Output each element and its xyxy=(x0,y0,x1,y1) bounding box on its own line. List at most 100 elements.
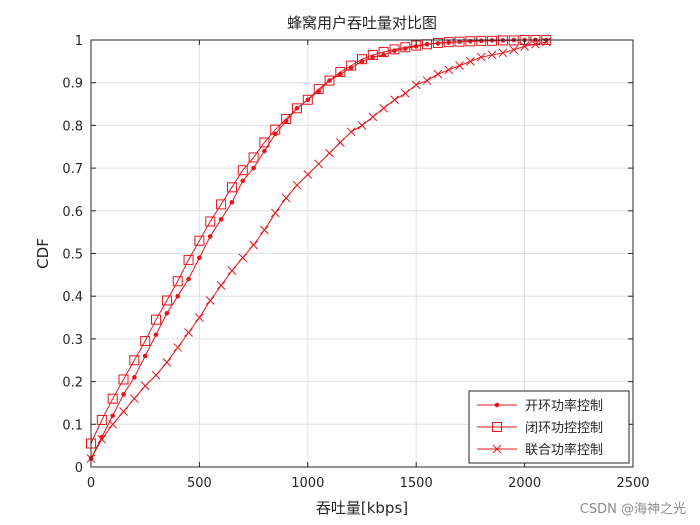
y-tick-label: 0.4 xyxy=(62,290,83,305)
data-point xyxy=(227,266,237,275)
data-point xyxy=(509,45,519,55)
data-point xyxy=(466,56,475,66)
data-point xyxy=(121,392,126,397)
data-point xyxy=(240,178,246,184)
x-marker-stroke xyxy=(368,112,378,122)
series-layer xyxy=(86,35,552,463)
data-point xyxy=(97,434,107,444)
x-marker-stroke xyxy=(520,42,529,51)
x-marker-stroke xyxy=(444,65,454,75)
data-point xyxy=(205,216,216,227)
data-point xyxy=(118,374,129,385)
data-point xyxy=(281,193,291,203)
data-point xyxy=(281,113,292,124)
x-marker-stroke xyxy=(531,39,540,49)
data-point xyxy=(216,199,227,210)
y-axis-title: CDF xyxy=(34,238,52,269)
data-point xyxy=(151,370,161,380)
data-point xyxy=(487,50,497,60)
y-tick-label: 0 xyxy=(75,461,83,476)
ticks: 0 500 1000 1500 2000 2500 0 0.1 0.2 0.3 0.4 0.5 0.6 0… xyxy=(62,34,649,491)
data-point xyxy=(161,295,172,306)
data-point xyxy=(433,69,443,79)
x-tick-label: 1000 xyxy=(291,476,324,491)
x-marker-stroke xyxy=(97,434,107,444)
data-point xyxy=(346,127,356,137)
x-marker-stroke xyxy=(151,370,161,380)
x-tick-label: 0 xyxy=(87,476,95,491)
data-point xyxy=(520,42,529,51)
data-point xyxy=(108,419,118,429)
data-point xyxy=(197,255,202,261)
series-3 xyxy=(86,37,551,463)
data-point xyxy=(324,75,335,86)
data-point xyxy=(175,293,181,299)
data-point xyxy=(129,355,140,366)
data-point xyxy=(541,37,551,47)
legend-label: 联合功率控制 xyxy=(525,442,603,458)
x-marker-stroke xyxy=(281,193,291,203)
x-marker-stroke xyxy=(390,95,399,105)
x-marker-stroke xyxy=(433,69,443,79)
x-marker-stroke xyxy=(325,148,334,158)
data-point xyxy=(357,54,367,65)
x-tick-label: 1500 xyxy=(400,476,433,491)
y-tick-label: 0.5 xyxy=(62,248,83,263)
x-marker-stroke xyxy=(541,37,551,47)
x-marker-stroke xyxy=(346,127,356,137)
data-point xyxy=(270,208,280,218)
x-marker-stroke xyxy=(130,394,139,404)
data-point xyxy=(454,36,465,47)
data-point xyxy=(378,46,389,57)
data-point xyxy=(335,138,345,147)
x-marker-stroke xyxy=(335,138,345,147)
data-point xyxy=(379,103,389,113)
x-marker-stroke xyxy=(487,50,497,60)
data-point xyxy=(443,37,454,48)
data-point xyxy=(455,61,464,70)
data-point xyxy=(291,103,302,114)
data-point xyxy=(226,182,237,193)
x-marker-stroke xyxy=(314,159,323,169)
data-point xyxy=(205,296,215,305)
data-point xyxy=(151,314,162,325)
data-point xyxy=(262,148,267,154)
x-tick-label: 2500 xyxy=(616,476,649,491)
data-point xyxy=(119,407,128,416)
data-point xyxy=(132,375,137,380)
data-point xyxy=(476,35,487,46)
legend-marker xyxy=(492,422,502,432)
x-marker-stroke xyxy=(498,48,508,58)
data-point xyxy=(251,165,256,171)
data-point xyxy=(238,253,248,263)
legend-marker xyxy=(494,402,500,408)
data-point xyxy=(465,36,476,47)
data-point xyxy=(368,112,378,122)
x-marker-stroke xyxy=(509,45,519,55)
x-marker-stroke xyxy=(184,328,193,337)
legend-label: 闭环功控控制 xyxy=(525,421,603,436)
x-marker-stroke xyxy=(292,180,302,190)
y-tick-label: 0.6 xyxy=(62,205,83,220)
x-tick-label: 500 xyxy=(187,476,212,491)
data-point xyxy=(400,42,411,53)
x-marker-stroke xyxy=(455,61,464,70)
x-marker-stroke xyxy=(195,313,204,322)
data-point xyxy=(130,394,139,404)
y-tick-label: 1 xyxy=(75,34,83,49)
series-line xyxy=(90,39,547,444)
x-marker-stroke xyxy=(140,381,150,391)
data-point xyxy=(411,80,421,90)
data-point xyxy=(487,35,498,46)
data-point xyxy=(422,76,432,85)
data-point xyxy=(207,234,213,239)
data-point xyxy=(153,332,159,337)
data-point xyxy=(476,52,486,62)
data-point xyxy=(248,152,259,163)
x-marker-stroke xyxy=(119,407,128,416)
data-point xyxy=(432,37,443,48)
data-point xyxy=(313,84,324,95)
data-point xyxy=(164,310,170,316)
data-point xyxy=(96,415,107,426)
